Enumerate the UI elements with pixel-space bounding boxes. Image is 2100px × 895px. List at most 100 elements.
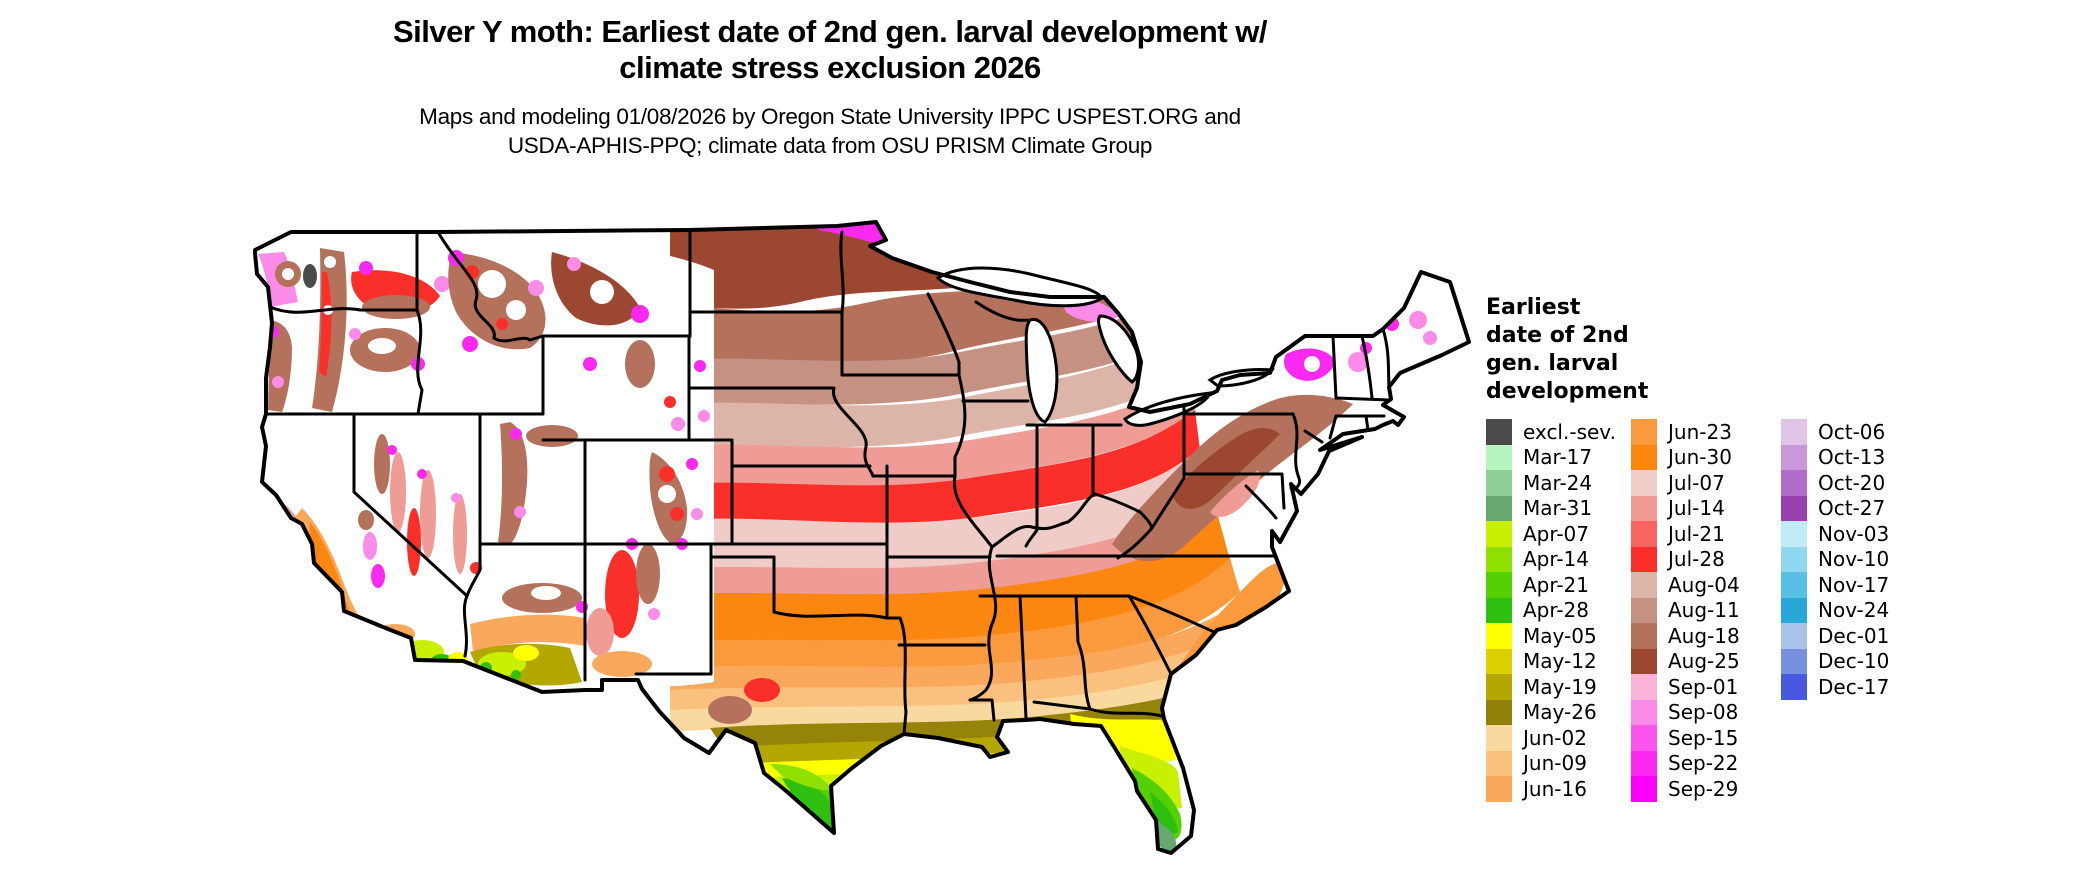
legend-entry: Oct-06 [1781,419,1931,445]
legend-label: Jun-09 [1523,751,1587,776]
legend-entry: Apr-07 [1486,521,1631,547]
legend-grid: excl.-sev. Mar-17 Mar-24 Mar-31 Apr-07 Apr-14… [1486,419,1931,802]
legend-label: Nov-24 [1818,598,1890,623]
legend-label: Jul-07 [1668,470,1725,495]
legend-swatch [1631,776,1657,802]
legend-entry: Dec-10 [1781,648,1931,674]
legend-swatch [1781,623,1807,649]
legend-swatch [1781,597,1807,623]
legend-label: May-19 [1523,674,1597,699]
legend-entry: Dec-01 [1781,623,1931,649]
us-map [253,220,1471,855]
legend-entry: Apr-21 [1486,572,1631,598]
legend-label: Aug-04 [1668,572,1740,597]
legend-label: Apr-07 [1523,521,1589,546]
legend-entry: Jun-16 [1486,776,1631,802]
legend-label: Jul-14 [1668,496,1725,521]
legend-swatch [1781,572,1807,598]
legend-label: Dec-10 [1818,649,1890,674]
legend-label: Sep-01 [1668,674,1739,699]
legend-swatch [1781,546,1807,572]
legend-entry: Apr-14 [1486,546,1631,572]
legend-swatch [1486,674,1512,700]
legend-swatch [1631,623,1657,649]
legend-label: Sep-15 [1668,725,1739,750]
legend-swatch [1631,419,1657,445]
legend-label: Sep-08 [1668,700,1739,725]
legend-swatch [1781,648,1807,674]
legend-label: Mar-17 [1523,445,1593,470]
legend-entry: Jul-28 [1631,546,1781,572]
legend-label: May-26 [1523,700,1597,725]
legend-label: Dec-01 [1818,623,1890,648]
legend-entry: Aug-04 [1631,572,1781,598]
legend: Earliest date of 2nd gen. larval develop… [1486,294,1966,802]
legend-label: excl.-sev. [1523,419,1616,444]
legend-swatch [1631,674,1657,700]
legend-swatch [1631,470,1657,496]
legend-entry: Sep-15 [1631,725,1781,751]
legend-entry: Sep-08 [1631,699,1781,725]
legend-swatch [1631,444,1657,470]
legend-label: Apr-14 [1523,547,1589,572]
legend-label: Jun-23 [1668,419,1732,444]
legend-swatch [1631,648,1657,674]
legend-swatch [1631,495,1657,521]
legend-entry: May-19 [1486,674,1631,700]
legend-entry: Nov-24 [1781,597,1931,623]
page-title: Silver Y moth: Earliest date of 2nd gen.… [392,14,1268,85]
legend-entry: Aug-18 [1631,623,1781,649]
legend-entry: Jun-02 [1486,725,1631,751]
page-subtitle: Maps and modeling 01/08/2026 by Oregon S… [419,104,1241,158]
legend-entry: Aug-11 [1631,597,1781,623]
legend-swatch [1486,597,1512,623]
legend-swatch [1486,699,1512,725]
legend-entry: Nov-17 [1781,572,1931,598]
legend-entry: Jun-09 [1486,750,1631,776]
legend-column-1: excl.-sev. Mar-17 Mar-24 Mar-31 Apr-07 Apr-14… [1486,419,1631,802]
legend-label: Apr-28 [1523,598,1589,623]
legend-column-2: Jun-23 Jun-30 Jul-07 Jul-14 Jul-21 Jul-28 Aug-… [1631,419,1781,802]
legend-swatch [1486,776,1512,802]
map-header: Silver Y moth: Earliest date of 2nd gen.… [0,14,1660,160]
legend-entry: Mar-24 [1486,470,1631,496]
legend-label: Jun-30 [1668,445,1732,470]
legend-swatch [1631,750,1657,776]
legend-label: Mar-31 [1523,496,1593,521]
conus-outline [253,220,1471,855]
legend-label: Aug-11 [1668,598,1740,623]
legend-swatch [1631,699,1657,725]
legend-swatch [1486,725,1512,751]
map-raster [255,222,1469,853]
legend-swatch [1631,546,1657,572]
legend-entry: Jun-30 [1631,444,1781,470]
legend-entry: Jul-14 [1631,495,1781,521]
legend-label: Dec-17 [1818,674,1890,699]
legend-label: Jun-02 [1523,725,1587,750]
legend-entry: Sep-29 [1631,776,1781,802]
legend-label: Jul-28 [1668,547,1725,572]
legend-entry: Oct-20 [1781,470,1931,496]
legend-label: Apr-21 [1523,572,1589,597]
legend-title: Earliest date of 2nd gen. larval develop… [1486,295,1649,404]
legend-label: Aug-18 [1668,623,1740,648]
legend-swatch [1486,521,1512,547]
legend-entry: Oct-13 [1781,444,1931,470]
legend-swatch [1781,495,1807,521]
legend-entry: Apr-28 [1486,597,1631,623]
legend-label: Oct-13 [1818,445,1886,470]
legend-entry: Aug-25 [1631,648,1781,674]
legend-entry: Mar-17 [1486,444,1631,470]
legend-entry: Mar-31 [1486,495,1631,521]
legend-label: May-05 [1523,623,1597,648]
legend-entry: Sep-22 [1631,750,1781,776]
legend-label: Mar-24 [1523,470,1593,495]
legend-label: Jul-21 [1668,521,1725,546]
legend-entry: Jun-23 [1631,419,1781,445]
legend-entry: Jul-07 [1631,470,1781,496]
legend-entry: Nov-03 [1781,521,1931,547]
legend-swatch [1486,495,1512,521]
legend-entry: May-26 [1486,699,1631,725]
legend-swatch [1631,521,1657,547]
legend-swatch [1781,521,1807,547]
